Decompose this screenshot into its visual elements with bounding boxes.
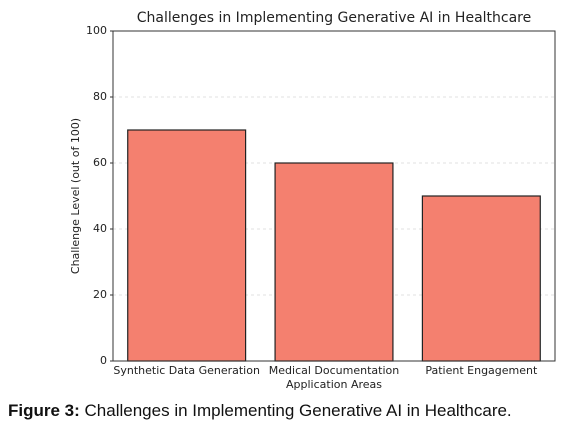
y-axis-label: Challenge Level (out of 100) [69, 118, 82, 274]
x-tick-label: Patient Engagement [425, 364, 538, 377]
y-tick-label: 80 [93, 90, 107, 103]
bar [127, 129, 247, 362]
chart: Challenges in Implementing Generative AI… [69, 10, 556, 391]
bar [274, 162, 394, 362]
plot-frame [112, 30, 556, 362]
caption: Figure 3: Challenges in Implementing Gen… [8, 401, 512, 421]
y-tick-label: 40 [93, 222, 107, 235]
x-axis-label: Application Areas [286, 378, 382, 391]
caption-text: Challenges in Implementing Generative AI… [84, 401, 512, 420]
x-tick-label: Medical Documentation [269, 364, 399, 377]
y-tick-label: 20 [93, 288, 107, 301]
x-tick-label: Synthetic Data Generation [113, 364, 260, 377]
caption-label: Figure 3: [8, 401, 80, 420]
chart-title: Challenges in Implementing Generative AI… [137, 10, 532, 26]
bar [421, 195, 541, 362]
y-tick-label: 60 [93, 156, 107, 169]
y-tick-label: 0 [100, 354, 107, 367]
y-tick-label: 100 [86, 24, 107, 37]
